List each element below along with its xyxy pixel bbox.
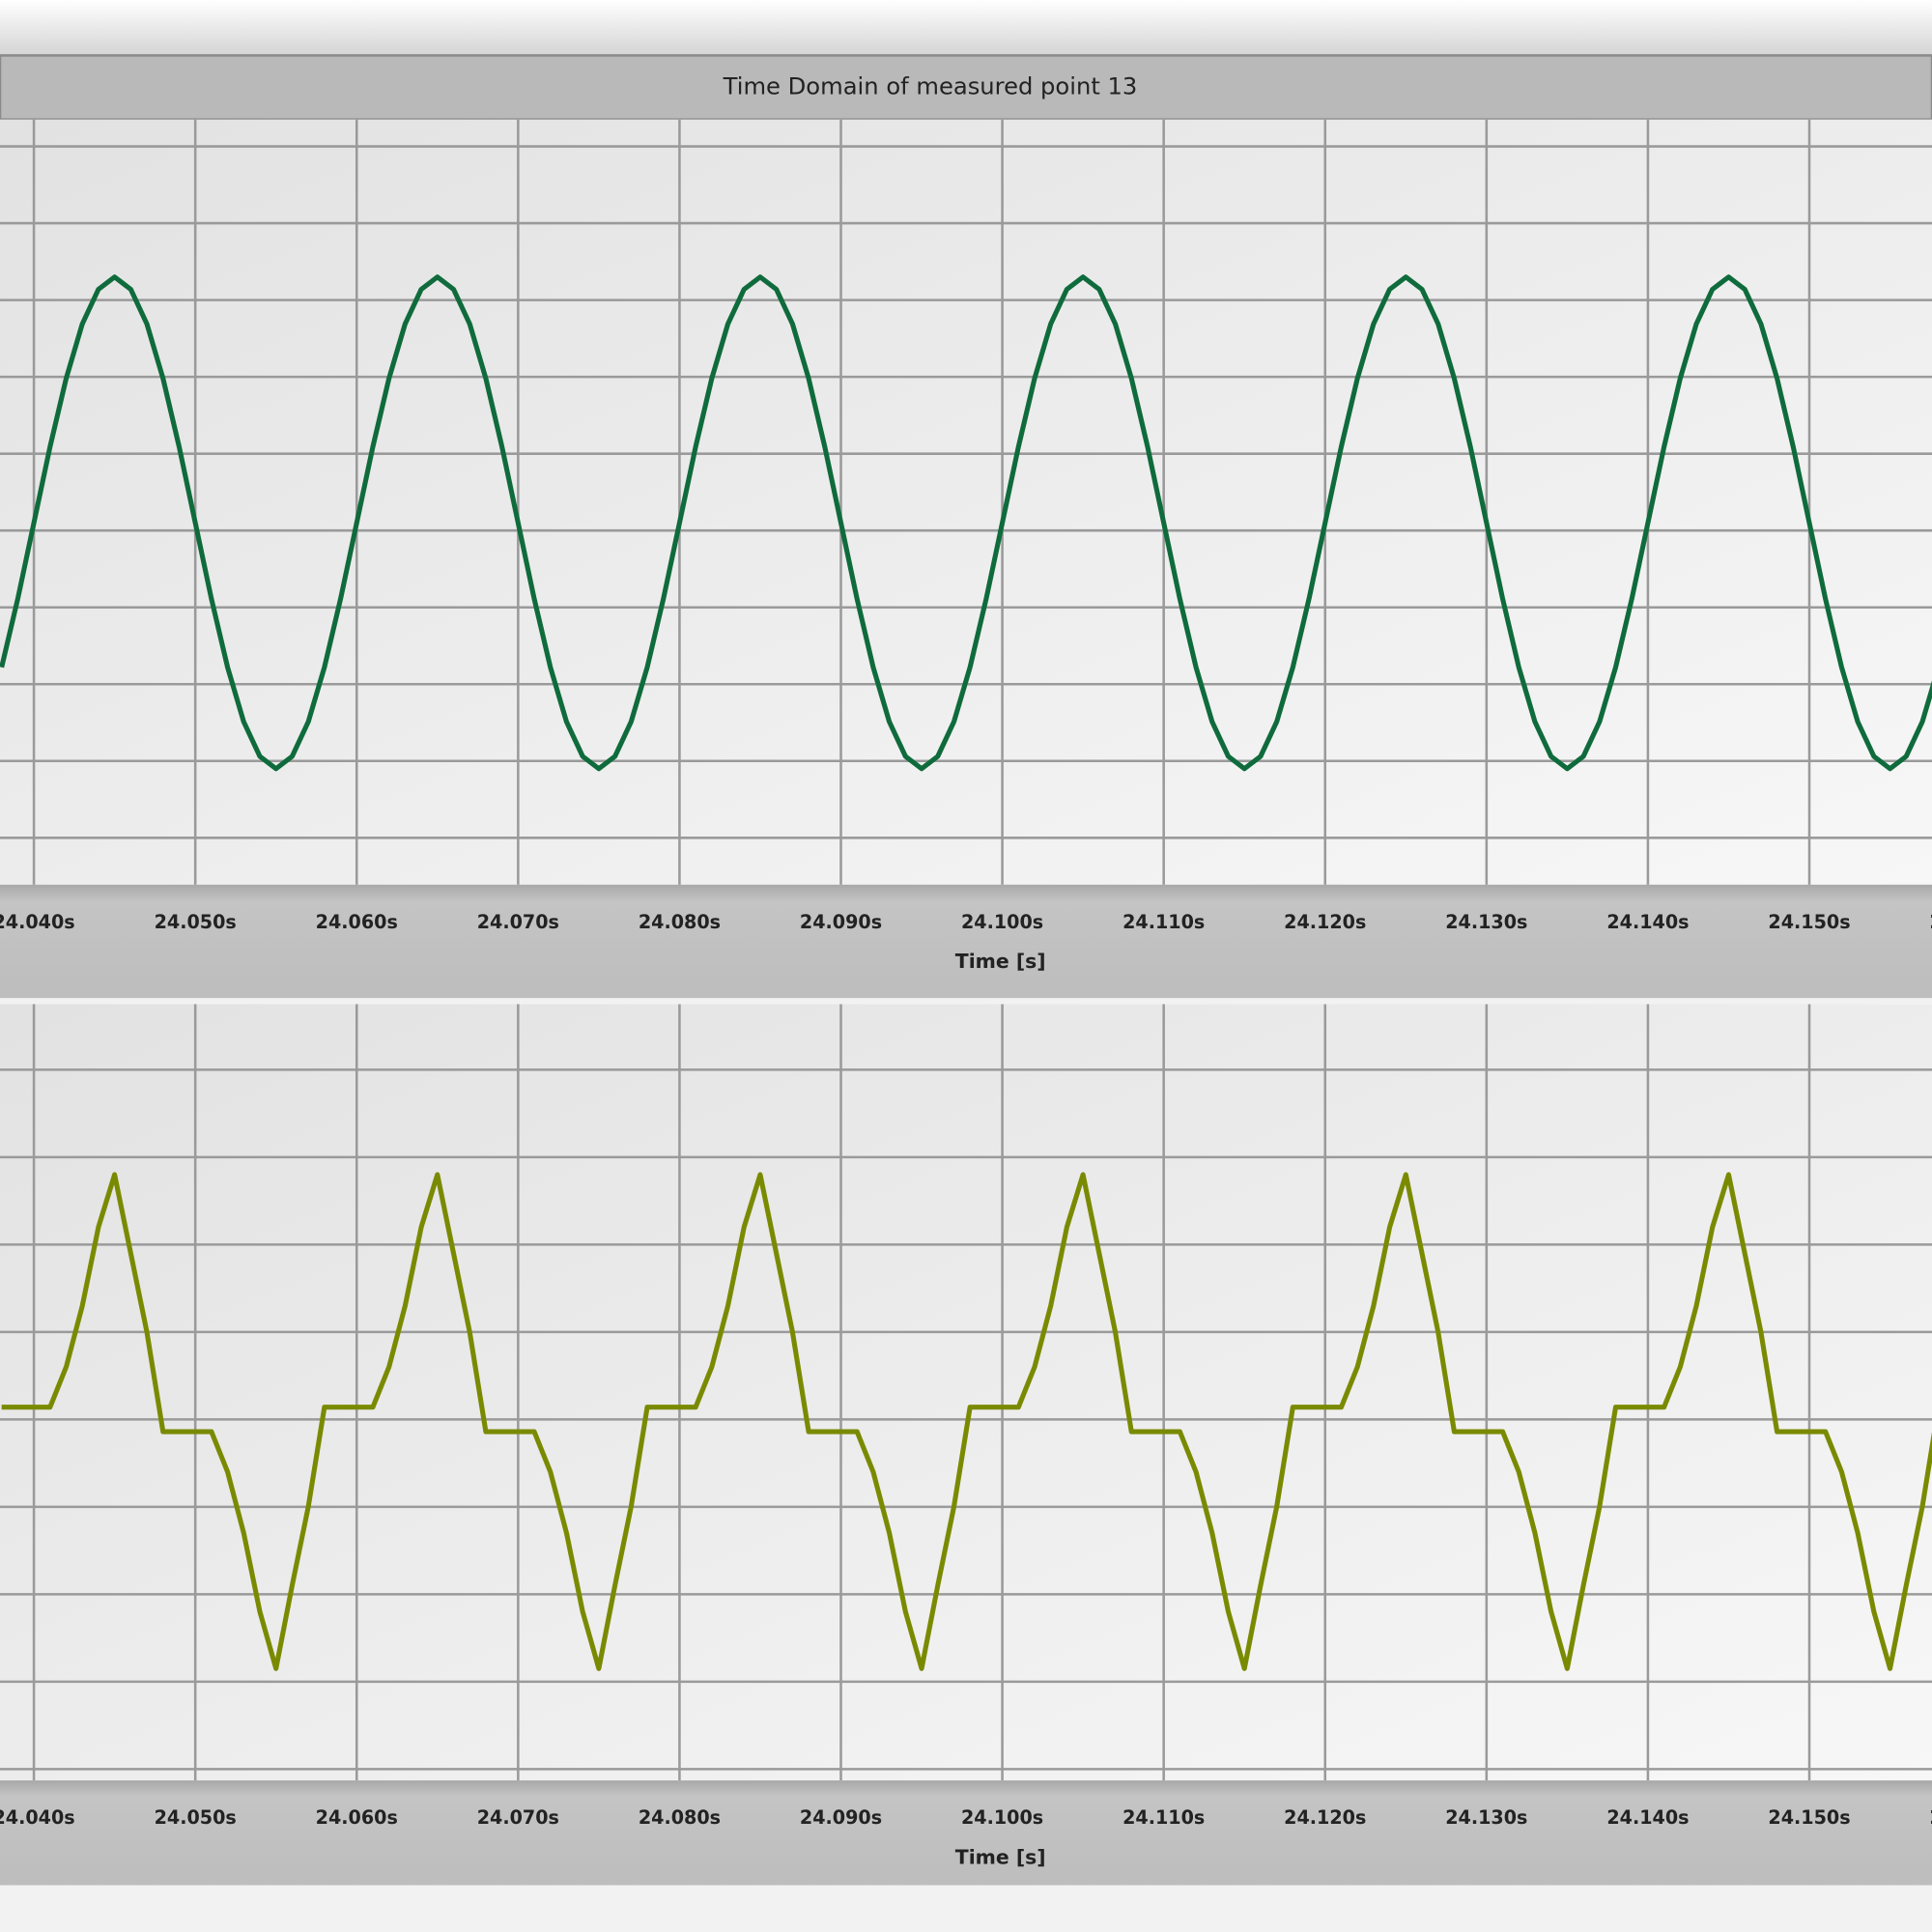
x-tick-label: 24.160s [1930,1806,1932,1829]
x-tick-label: 24.090s [800,911,882,933]
x-tick-label: 24.060s [316,1806,398,1829]
plot: 24.040s 24.050s 24.060s 24.070s 24.080s 24.09… [0,1004,1932,1886]
x-tick-label: 24.080s [639,1806,721,1829]
plot-area [0,1004,1932,1781]
x-tick-label: 24.150s [1768,911,1850,933]
x-tick-label: 24.130s [1445,911,1527,933]
plot-area [0,119,1932,885]
axis-bar [0,1780,1932,1886]
x-tick-label: 24.070s [477,1806,559,1829]
plot: 24.040s 24.050s 24.060s 24.070s 24.080s 24.09… [0,119,1932,999]
window-top [0,0,1932,56]
axis-bar [0,884,1932,999]
x-tick-label: 24.050s [155,1806,237,1829]
x-tick-label: 24.120s [1284,1806,1366,1829]
x-tick-label: 24.060s [316,911,398,933]
x-tick-label: 24.080s [639,911,721,933]
plots: 24.040s 24.050s 24.060s 24.070s 24.080s 24.09… [0,119,1932,1886]
x-tick-label: 24.110s [1122,1806,1205,1829]
x-tick-label: 24.040s [0,911,75,933]
title-bar [0,54,1932,121]
chart-title: Time Domain of measured point 13 [723,73,1138,100]
x-tick-label: 24.100s [961,911,1043,933]
x-tick-label: 24.110s [1122,911,1205,933]
x-tick-label: 24.120s [1284,911,1366,933]
x-axis-label: Time [s] [955,1845,1046,1868]
x-tick-label: 24.040s [0,1806,75,1829]
signal-line [1,1172,1932,1671]
x-tick-label: 24.160s [1930,911,1932,933]
x-tick-label: 24.150s [1768,1806,1850,1829]
signal-line [0,274,1932,772]
x-tick-label: 24.090s [800,1806,882,1829]
x-tick-label: 24.140s [1606,1806,1689,1829]
x-tick-label: 24.100s [961,1806,1043,1829]
x-tick-label: 24.140s [1606,911,1689,933]
x-tick-label: 24.070s [477,911,559,933]
x-tick-label: 24.050s [155,911,237,933]
x-axis-label: Time [s] [955,950,1046,973]
x-tick-label: 24.130s [1445,1806,1527,1829]
